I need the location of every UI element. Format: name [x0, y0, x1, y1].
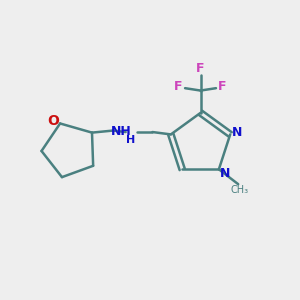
- Text: N: N: [232, 126, 242, 140]
- Text: H: H: [126, 135, 135, 146]
- Text: O: O: [47, 114, 59, 128]
- Text: F: F: [218, 80, 227, 94]
- Text: F: F: [196, 62, 205, 75]
- Text: F: F: [174, 80, 183, 94]
- Text: N: N: [220, 167, 231, 180]
- Text: CH₃: CH₃: [231, 184, 249, 194]
- Text: NH: NH: [111, 125, 132, 138]
